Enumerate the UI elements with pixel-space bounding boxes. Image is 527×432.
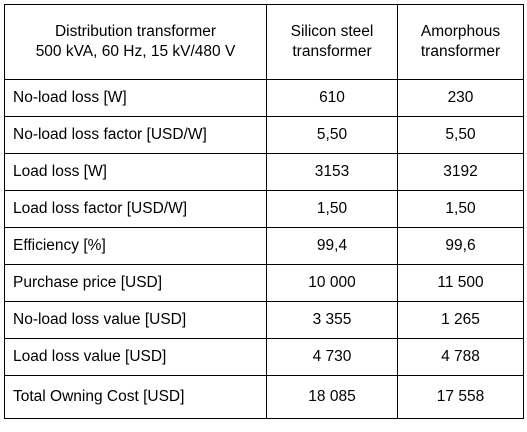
row-label: Load loss factor [USD/W] bbox=[4, 190, 267, 228]
silicon-value: 10 000 bbox=[266, 264, 398, 302]
silicon-value: 18 085 bbox=[266, 375, 398, 419]
header-line: transformer bbox=[292, 43, 372, 60]
amorphous-value: 5,50 bbox=[397, 116, 524, 154]
table-row: Load loss value [USD] 4 730 4 788 bbox=[4, 338, 524, 376]
amorphous-value: 3192 bbox=[397, 153, 524, 191]
row-label: Efficiency [%] bbox=[4, 227, 267, 265]
amorphous-value: 1 265 bbox=[397, 301, 524, 339]
row-label: Load loss value [USD] bbox=[4, 338, 267, 376]
table-row: Load loss [W] 3153 3192 bbox=[4, 153, 524, 191]
transformer-cost-table: Distribution transformer 500 kVA, 60 Hz,… bbox=[4, 4, 524, 419]
table-header-row: Distribution transformer 500 kVA, 60 Hz,… bbox=[4, 4, 524, 80]
silicon-value: 99,4 bbox=[266, 227, 398, 265]
header-line: Distribution transformer bbox=[54, 23, 217, 40]
amorphous-value: 11 500 bbox=[397, 264, 524, 302]
silicon-value: 4 730 bbox=[266, 338, 398, 376]
header-distribution-transformer: Distribution transformer 500 kVA, 60 Hz,… bbox=[4, 4, 267, 80]
amorphous-value: 99,6 bbox=[397, 227, 524, 265]
header-silicon-steel: Silicon steel transformer bbox=[266, 4, 398, 80]
header-line: Amorphous bbox=[420, 23, 501, 40]
header-line: transformer bbox=[420, 43, 501, 60]
table-row: No-load loss factor [USD/W] 5,50 5,50 bbox=[4, 116, 524, 154]
table-row: Load loss factor [USD/W] 1,50 1,50 bbox=[4, 190, 524, 228]
silicon-value: 1,50 bbox=[266, 190, 398, 228]
amorphous-value: 230 bbox=[397, 79, 524, 117]
table-row: No-load loss [W] 610 230 bbox=[4, 79, 524, 117]
header-amorphous: Amorphous transformer bbox=[397, 4, 524, 80]
amorphous-value: 17 558 bbox=[397, 375, 524, 419]
silicon-value: 5,50 bbox=[266, 116, 398, 154]
table-row-total: Total Owning Cost [USD] 18 085 17 558 bbox=[4, 375, 524, 419]
table-row: Purchase price [USD] 10 000 11 500 bbox=[4, 264, 524, 302]
table-row: Efficiency [%] 99,4 99,6 bbox=[4, 227, 524, 265]
amorphous-value: 4 788 bbox=[397, 338, 524, 376]
row-label: No-load loss factor [USD/W] bbox=[4, 116, 267, 154]
amorphous-value: 1,50 bbox=[397, 190, 524, 228]
header-line: 500 kVA, 60 Hz, 15 kV/480 V bbox=[35, 43, 236, 60]
row-label: No-load loss value [USD] bbox=[4, 301, 267, 339]
table-row: No-load loss value [USD] 3 355 1 265 bbox=[4, 301, 524, 339]
row-label: Total Owning Cost [USD] bbox=[4, 375, 267, 419]
row-label: Load loss [W] bbox=[4, 153, 267, 191]
row-label: No-load loss [W] bbox=[4, 79, 267, 117]
silicon-value: 3153 bbox=[266, 153, 398, 191]
header-line: Silicon steel bbox=[290, 23, 374, 40]
silicon-value: 3 355 bbox=[266, 301, 398, 339]
row-label: Purchase price [USD] bbox=[4, 264, 267, 302]
silicon-value: 610 bbox=[266, 79, 398, 117]
